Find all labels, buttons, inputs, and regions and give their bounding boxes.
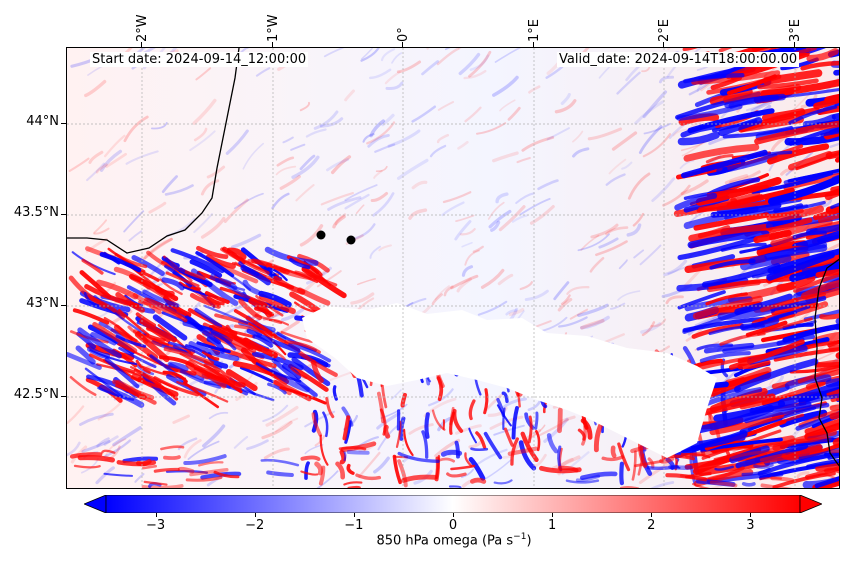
lon-tick	[794, 42, 795, 47]
lon-tick	[663, 42, 664, 47]
city-marker	[346, 235, 356, 245]
colorbar-tick	[552, 513, 554, 517]
lon-label-1e: 1°E	[527, 19, 542, 42]
lon-label-3e: 3°E	[788, 19, 803, 42]
colorbar-tick	[353, 513, 355, 517]
lat-label-44n: 44°N	[26, 114, 59, 129]
omega-map	[66, 47, 840, 489]
lat-label-43n: 43°N	[26, 296, 59, 311]
colorbar-tick-label: 3	[746, 518, 755, 533]
colorbar-tick-label: 1	[548, 518, 557, 533]
lon-tick	[533, 42, 534, 47]
lon-tick	[272, 42, 273, 47]
lat-tick	[61, 214, 66, 215]
colorbar-tick-label: −3	[145, 518, 166, 533]
colorbar-extend-high	[799, 495, 822, 513]
colorbar-gradient	[105, 495, 801, 513]
valid-date-label: Valid_date: 2024-09-14T18:00:00.00	[557, 52, 800, 67]
colorbar-extend-low	[84, 495, 107, 513]
coastline-east	[814, 258, 839, 467]
lat-label-43-5n: 43.5°N	[13, 205, 59, 220]
gridlines	[67, 48, 839, 488]
colorbar-tick-label: −1	[344, 518, 364, 533]
colorbar	[84, 495, 822, 513]
colorbar-tick	[750, 513, 752, 517]
colorbar-tick	[155, 513, 157, 517]
lon-label-0: 0°	[396, 27, 411, 42]
city-marker	[316, 230, 326, 240]
lat-tick	[61, 396, 66, 397]
lon-tick	[141, 42, 142, 47]
coastline-west	[67, 48, 240, 254]
colorbar-tick	[651, 513, 653, 517]
lat-label-42-5n: 42.5°N	[13, 387, 59, 402]
lon-tick	[402, 42, 403, 47]
masked-terrain-region	[302, 303, 717, 458]
colorbar-label: 850 hPa omega (Pa s−1)	[376, 532, 532, 549]
lon-label-1w: 1°W	[266, 14, 281, 42]
lon-label-2e: 2°E	[657, 19, 672, 42]
colorbar-tick	[453, 513, 454, 517]
start-date-label: Start date: 2024-09-14_12:00:00	[90, 52, 309, 67]
colorbar-tick-label: −2	[245, 518, 265, 533]
colorbar-tick-label: 2	[647, 518, 656, 533]
lon-label-2w: 2°W	[135, 14, 150, 42]
omega-field	[67, 48, 839, 488]
colorbar-tick	[254, 513, 256, 517]
colorbar-tick-label: 0	[448, 518, 458, 533]
lat-tick	[61, 305, 66, 306]
lat-tick	[61, 123, 66, 124]
